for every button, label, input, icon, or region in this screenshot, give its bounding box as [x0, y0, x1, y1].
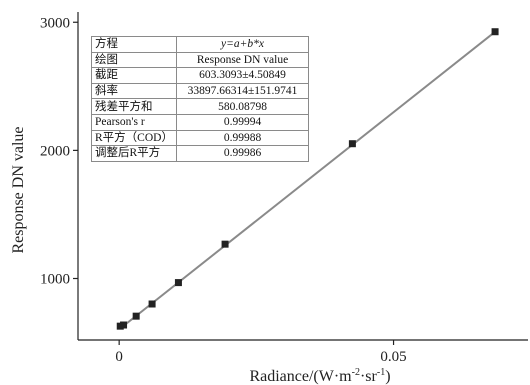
x-tick-label: 0	[115, 349, 123, 365]
table-key: 截距	[91, 67, 177, 84]
table-row: 截距 603.3093±4.50849	[91, 67, 309, 84]
data-point	[120, 321, 128, 329]
x-axis-title-mid: ·sr	[360, 368, 378, 385]
table-row: 方程 y=a+b*x	[91, 36, 309, 53]
table-key: 斜率	[91, 82, 177, 100]
data-point	[132, 312, 140, 320]
table-row: 调整后R平方 0.99986	[91, 145, 309, 162]
x-axis-title-end: )	[385, 368, 390, 385]
x-ticks: 0 0.05	[115, 340, 407, 365]
x-axis-title: Radiance/(W·m-2·sr-1)	[249, 367, 390, 385]
x-axis-title-sup2: -1	[377, 367, 385, 378]
y-ticks: 1000 2000 3000	[40, 15, 78, 288]
x-axis-title-main: Radiance/(W·m	[249, 368, 352, 385]
table-row: 残差平方和 580.08798	[91, 98, 309, 115]
y-tick-label: 3000	[40, 15, 70, 31]
table-row: 斜率 33897.66314±151.9741	[91, 82, 309, 100]
table-key: 调整后R平方	[91, 145, 177, 162]
y-tick-label: 2000	[40, 143, 70, 159]
table-value: 0.99986	[176, 145, 309, 162]
table-key: 绘图	[91, 51, 177, 69]
table-value: 0.99988	[176, 129, 309, 147]
data-point	[148, 300, 156, 308]
data-points	[116, 28, 499, 330]
data-point	[348, 140, 356, 148]
table-key: 方程	[91, 36, 177, 53]
table-value: y=a+b*x	[176, 36, 309, 53]
y-axis-title: Response DN value	[10, 126, 27, 253]
x-axis-title-sup1: -2	[352, 367, 360, 378]
data-point	[491, 28, 499, 36]
table-key: Pearson's r	[91, 113, 177, 131]
table-value: Response DN value	[176, 51, 309, 69]
table-value: 580.08798	[176, 98, 309, 115]
fit-results-table: 方程 y=a+b*x 绘图 Response DN value 截距 603.3093…	[91, 36, 309, 162]
table-row: 绘图 Response DN value	[91, 51, 309, 69]
table-value: 33897.66314±151.9741	[176, 82, 309, 100]
table-key: R平方（COD）	[91, 129, 177, 147]
table-row: Pearson's r 0.99994	[91, 113, 309, 131]
y-tick-label: 1000	[40, 272, 70, 288]
table-row: R平方（COD） 0.99988	[91, 129, 309, 147]
fit-line	[119, 31, 496, 330]
table-value: 603.3093±4.50849	[176, 67, 309, 84]
table-value: 0.99994	[176, 113, 309, 131]
axes	[77, 12, 528, 341]
x-tick-label: 0.05	[380, 349, 406, 365]
table-key: 残差平方和	[91, 98, 177, 115]
data-point	[174, 279, 182, 287]
data-point	[221, 240, 229, 248]
